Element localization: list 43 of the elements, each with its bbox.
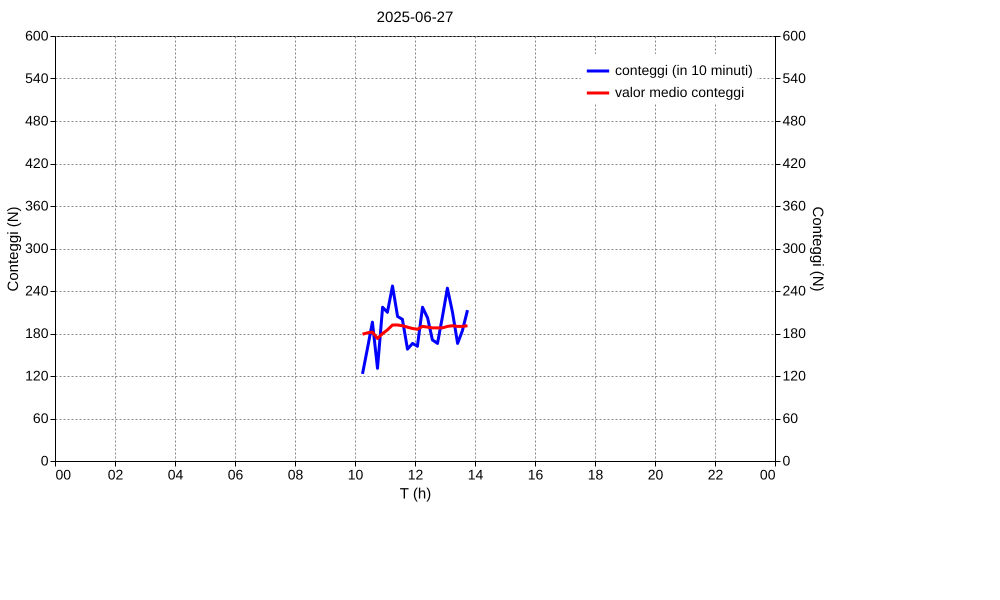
y2-tick-label: 300 [782,240,806,256]
y-axis-title: Conteggi (N) [5,206,22,292]
y-tick-label: 0 [40,452,49,468]
x-axis-title: T (h) [400,486,432,502]
x-tick-label: 00 [760,466,776,482]
legend-label: valor medio conteggi [615,84,744,100]
y2-tick-label: 600 [782,28,806,44]
y2-tick-label: 120 [782,368,806,384]
y2-tick-label: 480 [782,112,806,128]
x-tick-label: 18 [588,466,604,482]
legend-label: conteggi (in 10 minuti) [615,62,753,78]
y2-tick-label: 180 [782,325,806,341]
y2-axis-title: Conteggi (N) [808,206,826,292]
x-tick-label: 04 [168,466,184,482]
y2-tick-label: 540 [782,70,806,86]
line-series [361,324,469,340]
x-tick-label: 00 [56,466,72,482]
y2-tick-label: 360 [782,198,806,214]
x-tick-label: 14 [468,466,484,482]
line-series [361,284,469,376]
y-tick-label: 240 [25,282,49,298]
y2-tick-label: 420 [782,155,806,171]
y-tick-label: 120 [25,368,49,384]
chart-title: 2025-06-27 [376,9,454,26]
y2-tick-label: 60 [782,410,798,426]
y2-tick-label: 0 [782,452,790,468]
y-tick-label: 180 [25,325,49,341]
y-tick-label: 540 [25,70,49,86]
x-tick-label: 16 [528,466,544,482]
y-tick-label: 360 [25,198,49,214]
x-tick-label: 10 [348,466,364,482]
y2-tick-label: 240 [782,282,806,298]
y-tick-label: 480 [25,112,49,128]
y-tick-label: 300 [25,240,49,256]
x-tick-label: 06 [228,466,244,482]
y-tick-label: 420 [25,155,49,171]
x-tick-label: 22 [708,466,724,482]
y-tick-label: 60 [32,410,49,426]
y-tick-label: 600 [25,28,49,44]
x-tick-label: 20 [648,466,664,482]
x-tick-label: 08 [288,466,304,482]
x-tick-label: 02 [108,466,124,482]
x-tick-label: 12 [408,466,424,482]
